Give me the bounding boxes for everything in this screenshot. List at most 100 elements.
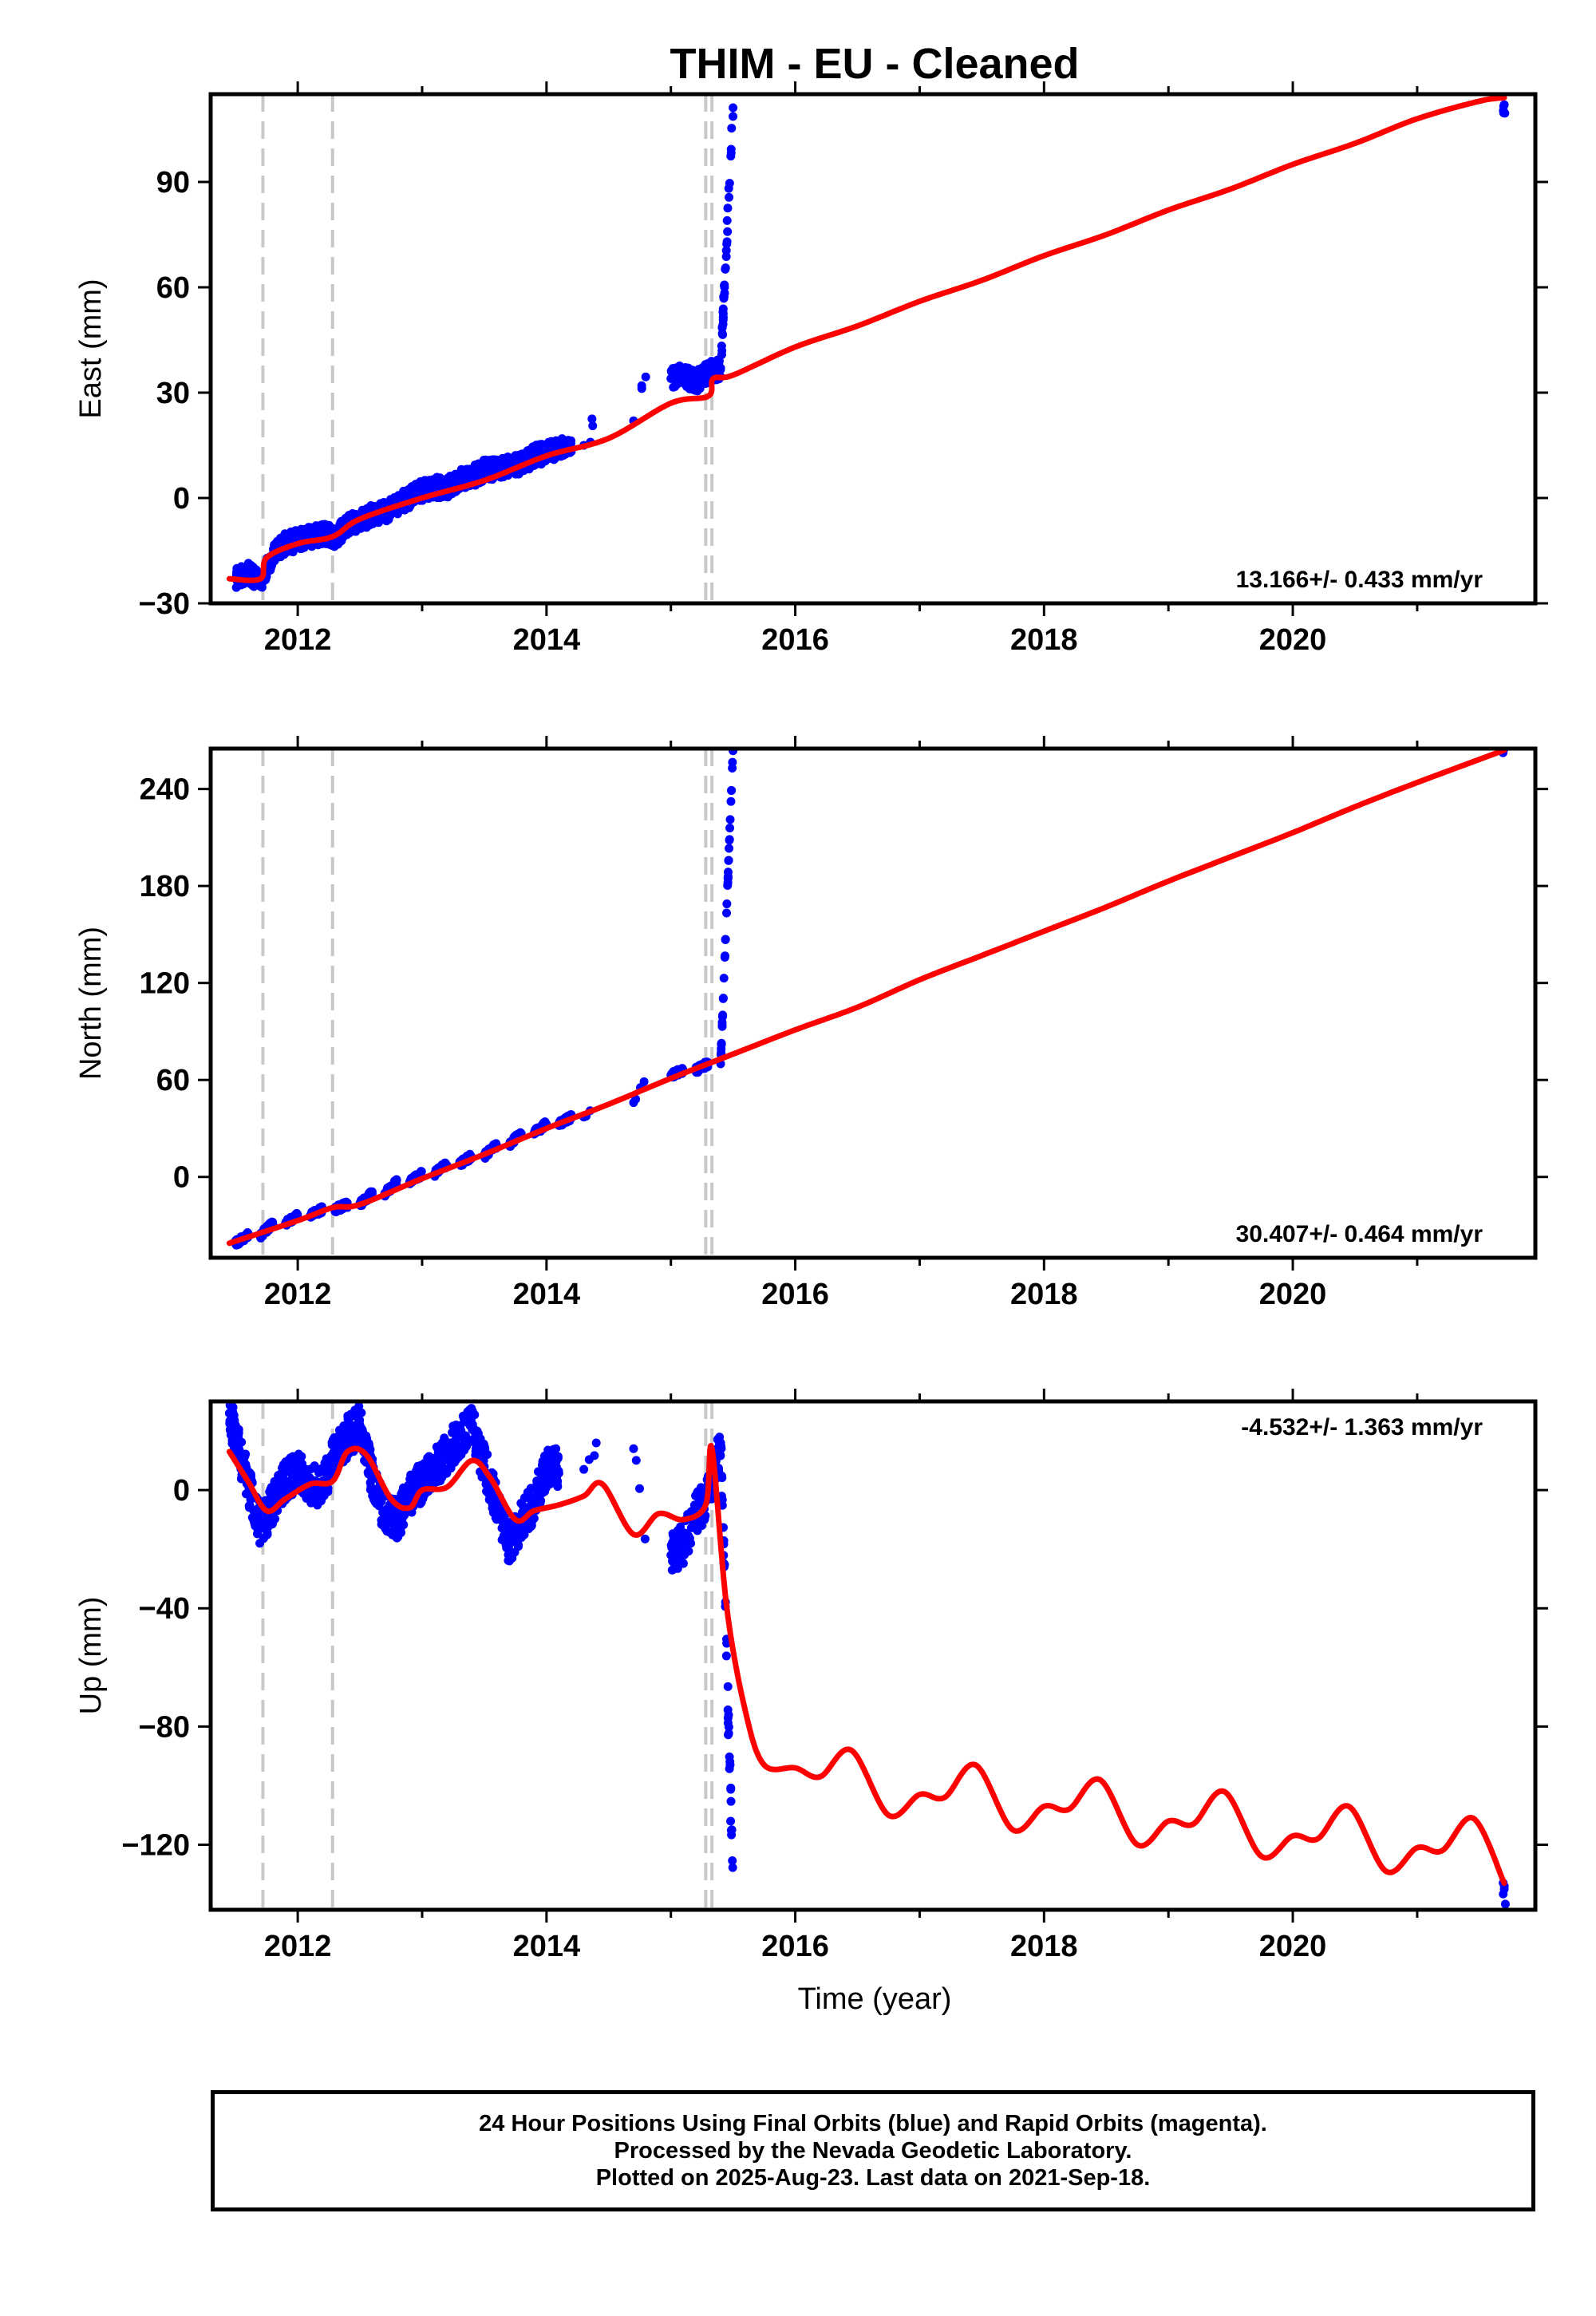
data-point	[725, 824, 735, 833]
x-tick-label: 2020	[1259, 1930, 1327, 1963]
data-point	[331, 1438, 341, 1448]
data-point	[408, 488, 417, 497]
data-point	[513, 1542, 523, 1551]
data-point	[308, 1497, 318, 1507]
data-point	[719, 974, 729, 983]
data-point	[444, 1456, 454, 1465]
data-point	[551, 1462, 561, 1472]
data-point	[584, 1455, 594, 1464]
data-point	[1499, 1889, 1508, 1899]
data-point	[629, 1444, 638, 1453]
y-tick-label: 90	[156, 166, 190, 200]
data-point	[678, 1559, 688, 1568]
data-point	[725, 192, 734, 202]
data-point	[693, 366, 703, 375]
x-axis-label: Time (year)	[798, 1982, 952, 2016]
data-point	[725, 1752, 734, 1761]
data-point	[517, 1522, 527, 1531]
data-point	[472, 1433, 482, 1442]
data-point	[296, 1475, 306, 1484]
footer-caption: 24 Hour Positions Using Final Orbits (bl…	[211, 2090, 1535, 2211]
data-point	[721, 252, 731, 262]
data-point	[717, 1473, 727, 1483]
data-point	[722, 899, 732, 909]
data-point	[717, 1039, 726, 1049]
data-point	[504, 1556, 514, 1566]
data-point	[456, 1425, 465, 1435]
y-tick-label: −30	[139, 587, 190, 621]
data-point	[346, 1421, 356, 1430]
chart-title: THIM - EU - Cleaned	[670, 40, 1079, 88]
data-point	[370, 1497, 380, 1507]
x-tick-label: 2014	[513, 1278, 581, 1311]
y-tick-label: −120	[121, 1829, 190, 1863]
y-axis-label: North (mm)	[74, 927, 108, 1080]
y-tick-label: 240	[140, 773, 190, 807]
panel-east: 2012 2014 2016 2018 2020 −30 0 30 60 90 East (mm) 1…	[74, 81, 1548, 657]
data-point	[357, 1408, 366, 1417]
data-point	[393, 1532, 403, 1542]
data-point	[724, 856, 733, 865]
data-point	[723, 204, 733, 213]
x-tick-label: 2020	[1259, 623, 1327, 657]
data-point	[394, 494, 404, 504]
data-point	[693, 1488, 702, 1497]
x-tick-label: 2018	[1010, 623, 1078, 657]
plot-area	[224, 1401, 1510, 1909]
data-point	[717, 1444, 726, 1453]
data-point	[640, 1534, 650, 1543]
data-point	[726, 1816, 736, 1826]
y-axis-label: East (mm)	[74, 279, 108, 418]
data-point	[435, 480, 444, 490]
data-point	[421, 1464, 431, 1474]
data-point	[729, 103, 738, 113]
y-tick-label: 0	[173, 1474, 190, 1508]
x-tick-label: 2018	[1010, 1930, 1078, 1963]
data-point	[727, 1830, 737, 1840]
data-point	[725, 1760, 735, 1769]
data-point	[319, 1486, 329, 1496]
data-point	[499, 1516, 508, 1526]
x-tick-label: 2018	[1010, 1278, 1078, 1311]
data-point	[727, 124, 737, 133]
y-axis-label: Up (mm)	[74, 1597, 108, 1715]
data-point	[547, 437, 556, 446]
data-point	[717, 1048, 726, 1057]
data-point	[296, 544, 306, 554]
data-point	[729, 112, 738, 121]
data-point	[458, 1411, 468, 1421]
data-point	[293, 1462, 302, 1472]
x-tick-label: 2014	[513, 623, 581, 657]
data-point	[310, 1461, 319, 1471]
data-point	[447, 472, 456, 481]
data-point	[446, 1464, 456, 1473]
rate-annotation: 30.407+/- 0.464 mm/yr	[1236, 1221, 1483, 1247]
data-point	[460, 1439, 469, 1448]
data-point	[319, 521, 329, 531]
data-point	[370, 517, 380, 527]
data-point	[295, 1452, 305, 1461]
data-point	[717, 329, 727, 338]
data-point	[1499, 108, 1508, 117]
data-point	[681, 1529, 690, 1539]
data-point	[720, 288, 729, 298]
panel-up: 2012 2014 2016 2018 2020 −120 −80 −40 0 Up (mm) -4…	[74, 1389, 1548, 1963]
y-tick-label: 60	[156, 271, 190, 305]
data-point	[717, 342, 726, 351]
data-point	[510, 452, 519, 461]
data-point	[546, 1450, 555, 1460]
plot-frame	[208, 746, 1538, 1260]
data-point	[529, 1513, 539, 1523]
data-point	[717, 1018, 727, 1027]
data-point	[1500, 1899, 1510, 1909]
data-point	[505, 1547, 515, 1557]
data-point	[723, 871, 733, 881]
plot-area	[226, 94, 1510, 592]
footer-line-2: Processed by the Nevada Geodetic Laborat…	[614, 2138, 1132, 2164]
data-point	[249, 566, 259, 575]
data-point	[388, 1506, 397, 1516]
plot-frame	[208, 92, 1538, 606]
plot-frame	[208, 1399, 1538, 1912]
data-point	[269, 1513, 279, 1523]
model-curve	[226, 1443, 1507, 1887]
